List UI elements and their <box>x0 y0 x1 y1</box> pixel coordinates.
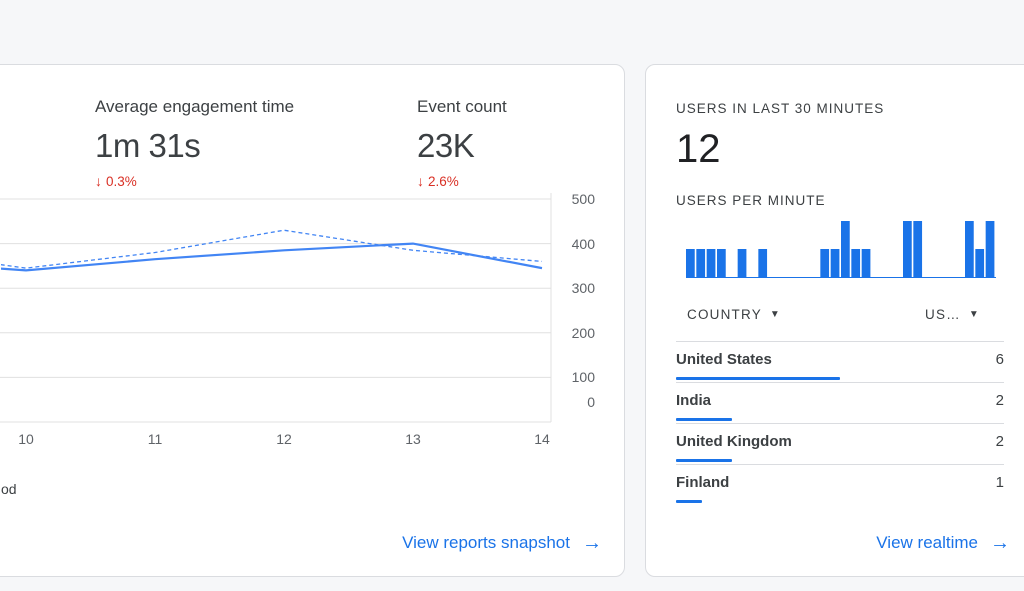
share-bar <box>676 418 732 421</box>
metric-delta: ↓ 0.3% <box>95 173 294 189</box>
country-column-header[interactable]: COUNTRY ▼ <box>687 307 781 322</box>
minute-bar[interactable] <box>965 221 974 277</box>
user-count: 6 <box>995 351 1004 368</box>
minute-bar[interactable] <box>851 249 861 277</box>
metric-value: 23K <box>417 127 475 164</box>
minute-bar[interactable] <box>696 249 706 277</box>
table-row[interactable]: United States 6 <box>676 341 1004 383</box>
table-row[interactable]: United Kingdom 2 <box>676 423 1004 465</box>
metric-delta: ↓ 2.6% <box>417 173 507 189</box>
minute-bar[interactable] <box>830 249 840 277</box>
y-tick-label: 0 <box>587 394 595 410</box>
minute-bar[interactable] <box>820 249 830 277</box>
series-line-previous-period <box>1 229 543 269</box>
minute-bar[interactable] <box>985 221 995 277</box>
y-tick-label: 500 <box>572 191 596 207</box>
table-row[interactable]: Finland 1 <box>676 464 1004 506</box>
caret-down-icon: ▼ <box>769 309 782 320</box>
table-row[interactable]: India 2 <box>676 382 1004 424</box>
y-tick-label: 200 <box>572 325 596 341</box>
user-count: 1 <box>995 474 1004 491</box>
chart-gridlines <box>0 198 551 423</box>
minute-bar[interactable] <box>686 249 695 277</box>
minute-bar[interactable] <box>717 249 726 277</box>
y-tick-label: 100 <box>572 369 596 385</box>
y-tick-label: 400 <box>572 236 596 252</box>
x-tick-label: 10 <box>18 431 34 447</box>
arrow-right-icon: → <box>990 532 1010 554</box>
series-line-current-period <box>1 242 543 272</box>
y-tick-label: 300 <box>572 280 596 296</box>
minute-bar[interactable] <box>841 221 850 277</box>
x-tick-label: 13 <box>405 431 421 447</box>
overview-card: Average engagement time 1m 31s ↓ 0.3% Ev… <box>0 64 625 577</box>
metric-delta-value: 0.3% <box>106 173 137 189</box>
caret-down-icon: ▼ <box>968 309 980 320</box>
share-bar <box>676 377 840 380</box>
metric-label: Event count <box>417 97 507 116</box>
arrow-down-icon: ↓ <box>95 173 102 189</box>
metric-value: 1m 31s <box>95 127 201 164</box>
share-bar <box>676 459 732 462</box>
minute-bar[interactable] <box>737 249 747 277</box>
user-count: 2 <box>995 392 1004 409</box>
minute-bar[interactable] <box>706 249 716 277</box>
metric-delta-value: 2.6% <box>428 173 459 189</box>
x-tick-label: 14 <box>534 431 550 447</box>
engagement-line-chart: 500 400 300 200 100 0 10 11 12 13 14 <box>0 191 596 447</box>
view-realtime-label: View realtime <box>876 533 978 552</box>
realtime-title: USERS IN LAST 30 MINUTES <box>676 101 885 116</box>
country-column-label: COUNTRY <box>687 307 762 322</box>
user-count: 2 <box>995 433 1004 450</box>
users-per-minute-chart <box>686 221 996 278</box>
minute-bar[interactable] <box>903 221 912 277</box>
legend-fragment: od <box>1 481 17 497</box>
country-name: India <box>676 392 712 409</box>
minute-bar[interactable] <box>861 249 871 277</box>
country-name: United Kingdom <box>676 433 792 450</box>
view-reports-snapshot-label: View reports snapshot <box>402 533 570 552</box>
view-realtime-link[interactable]: View realtime → <box>876 533 1010 553</box>
minute-bar[interactable] <box>975 249 985 277</box>
realtime-user-count: 12 <box>676 127 721 171</box>
users-column-label: US… <box>925 307 961 322</box>
view-reports-snapshot-link[interactable]: View reports snapshot → <box>402 533 602 553</box>
arrow-down-icon: ↓ <box>417 173 424 189</box>
realtime-card: USERS IN LAST 30 MINUTES 12 USERS PER MI… <box>645 64 1024 577</box>
country-name: Finland <box>676 474 730 491</box>
minute-bar[interactable] <box>758 249 768 277</box>
x-tick-label: 11 <box>148 431 163 447</box>
minute-bar[interactable] <box>913 221 923 277</box>
x-tick-label: 12 <box>276 431 292 447</box>
metric-label: Average engagement time <box>95 97 295 116</box>
country-name: United States <box>676 351 772 368</box>
share-bar <box>676 500 703 503</box>
metric-event-count[interactable]: Event count 23K ↓ 2.6% <box>417 97 507 189</box>
users-per-minute-title: USERS PER MINUTE <box>676 193 826 208</box>
metric-average-engagement-time[interactable]: Average engagement time 1m 31s ↓ 0.3% <box>95 97 294 189</box>
users-column-header[interactable]: US… ▼ <box>925 307 980 322</box>
arrow-right-icon: → <box>582 532 602 554</box>
